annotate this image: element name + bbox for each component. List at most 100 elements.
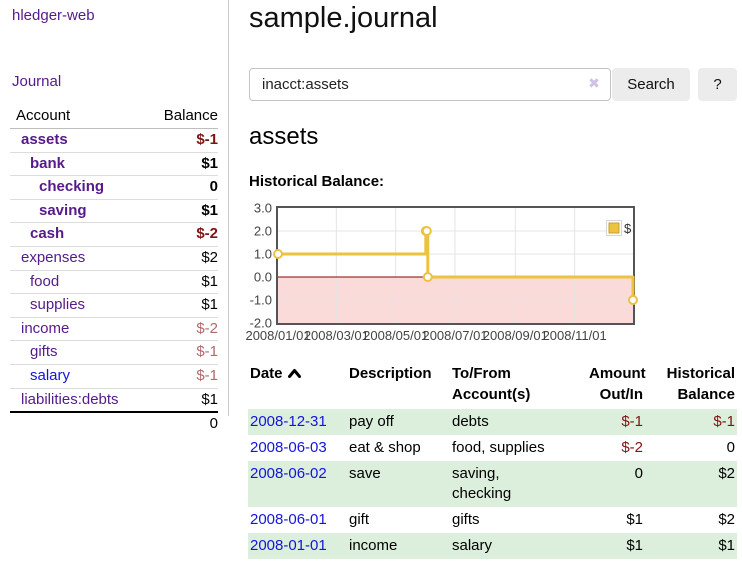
y-axis-label: -2.0 [250, 316, 272, 331]
account-link-gifts[interactable]: gifts [30, 343, 58, 361]
accounts-header-account: Account [16, 107, 71, 124]
sort-asc-icon [287, 369, 301, 378]
account-link-supplies[interactable]: supplies [30, 296, 86, 314]
header-line1: Description [349, 365, 432, 382]
x-axis-label: 2008/05/01 [363, 328, 428, 343]
chart-data-point [273, 249, 283, 259]
transaction-description: save [349, 465, 381, 482]
account-link-salary[interactable]: salary [30, 366, 71, 384]
accounts-header: Account Balance [10, 108, 218, 129]
account-row: assets $-1 [10, 129, 218, 153]
header-line1: Historical [666, 365, 735, 382]
x-axis-label: 2008/01/01 [245, 328, 310, 343]
header-line1: Date [250, 365, 283, 382]
transaction-amount: $-2 [621, 439, 643, 456]
header-line2: Out/In [599, 386, 643, 403]
chart-data-point [422, 272, 433, 282]
transaction-balance: $1 [718, 537, 735, 554]
account-row: bank $1 [10, 153, 218, 177]
account-link-liabilities-debts[interactable]: liabilities:debts [21, 390, 119, 408]
header-line1: Amount [589, 365, 646, 382]
y-axis-label: 2.0 [254, 224, 272, 239]
account-balance: $-1 [196, 366, 218, 384]
account-balance: $-2 [196, 319, 218, 337]
sidebar-item-journal[interactable]: Journal [12, 73, 62, 90]
register-header-tofrom: To/From Account(s) [450, 361, 587, 409]
account-row: liabilities:debts $1 [10, 389, 218, 414]
account-heading: assets [249, 123, 319, 150]
y-axis-label: 0.0 [254, 270, 272, 285]
transaction-accounts: saving, checking [452, 465, 512, 502]
register-header-amount: Amount Out/In [587, 361, 646, 409]
account-row: checking 0 [10, 176, 218, 200]
transaction-date: 2008-06-01 [248, 507, 347, 533]
header-line1: To/From [452, 365, 511, 382]
y-axis-label: -1.0 [250, 293, 272, 308]
account-link-cash[interactable]: cash [30, 225, 65, 243]
account-balance: $2 [201, 248, 218, 266]
header-line2: Balance [677, 386, 735, 403]
transaction-row: 2008-06-03 eat & shop food, supplies $-2 0 [248, 435, 737, 461]
transaction-balance: $2 [718, 465, 735, 482]
app-title-link[interactable]: hledger-web [12, 7, 95, 24]
transaction-date-link[interactable]: 2008-06-03 [250, 439, 327, 456]
transaction-amount: $-1 [621, 413, 643, 430]
account-link-bank[interactable]: bank [30, 154, 66, 172]
account-row: cash $-2 [10, 223, 218, 247]
historical-balance-chart[interactable]: $3.0 2.0 1.0 0.0 -1.0 -2.0 2008/01/01 2008/03/0… [245, 201, 742, 353]
account-link-assets[interactable]: assets [21, 131, 68, 148]
account-row: saving $1 [10, 200, 218, 224]
transaction-amount: $1 [626, 511, 643, 528]
legend-swatch [608, 222, 620, 234]
account-balance: $-2 [196, 225, 218, 243]
account-link-saving[interactable]: saving [39, 201, 87, 219]
account-link-food[interactable]: food [30, 272, 60, 290]
account-balance: $1 [201, 390, 218, 408]
search-form: ✖ Search ? [248, 68, 742, 101]
account-row: gifts $-1 [10, 341, 218, 365]
accounts-total: 0 [209, 415, 218, 433]
account-link-income[interactable]: income [21, 319, 70, 337]
account-link-checking[interactable]: checking [39, 178, 105, 196]
register-table: Date Description To/From Account(s) Amount Ou… [248, 361, 737, 559]
clear-search-icon[interactable]: ✖ [588, 75, 600, 91]
account-balance: $-1 [196, 343, 218, 361]
transaction-row: 2008-06-02 save saving, checking 0 $2 [248, 461, 737, 507]
transaction-amount: 0 [634, 465, 643, 482]
account-row: salary $-1 [10, 365, 218, 389]
transaction-amount: $1 [626, 537, 643, 554]
main-content: sample.journal ✖ Search ? assets Histori… [245, 0, 742, 582]
transaction-date-link[interactable]: 2008-01-01 [250, 537, 327, 554]
chart-title: Historical Balance: [249, 173, 385, 190]
transaction-date-link[interactable]: 2008-06-02 [250, 465, 327, 482]
account-balance: $1 [201, 296, 218, 314]
transaction-date-link[interactable]: 2008-12-31 [250, 413, 327, 430]
transaction-balance: $2 [718, 511, 735, 528]
transaction-date: 2008-01-01 [248, 533, 347, 559]
x-axis-label: 2008/11/01 [543, 328, 607, 343]
x-axis-label: 2008/09/01 [483, 328, 548, 343]
transaction-balance: 0 [726, 439, 735, 456]
help-button[interactable]: ? [698, 68, 737, 101]
transaction-balance: $-1 [713, 413, 735, 430]
account-link-expenses[interactable]: expenses [21, 248, 86, 266]
chart-data-point [628, 295, 638, 305]
search-button[interactable]: Search [612, 68, 690, 101]
register-header-date[interactable]: Date [248, 361, 347, 409]
account-row: supplies $1 [10, 294, 218, 318]
account-balance: $1 [201, 154, 218, 172]
header-line2: Account(s) [452, 386, 531, 403]
search-input[interactable] [249, 68, 611, 101]
transaction-description: gift [349, 511, 370, 528]
x-axis-label: 2008/07/01 [422, 328, 487, 343]
transaction-accounts: salary [452, 537, 493, 554]
transaction-description: pay off [349, 413, 394, 430]
account-row: expenses $2 [10, 247, 218, 271]
transaction-accounts: debts [452, 413, 489, 430]
y-axis-label: 1.0 [254, 247, 272, 262]
sidebar-divider [228, 0, 229, 416]
page-title: sample.journal [249, 2, 438, 34]
transaction-date-link[interactable]: 2008-06-01 [250, 511, 327, 528]
account-balance: 0 [209, 178, 218, 196]
transaction-row: 2008-01-01 income salary $1 $1 [248, 533, 737, 559]
